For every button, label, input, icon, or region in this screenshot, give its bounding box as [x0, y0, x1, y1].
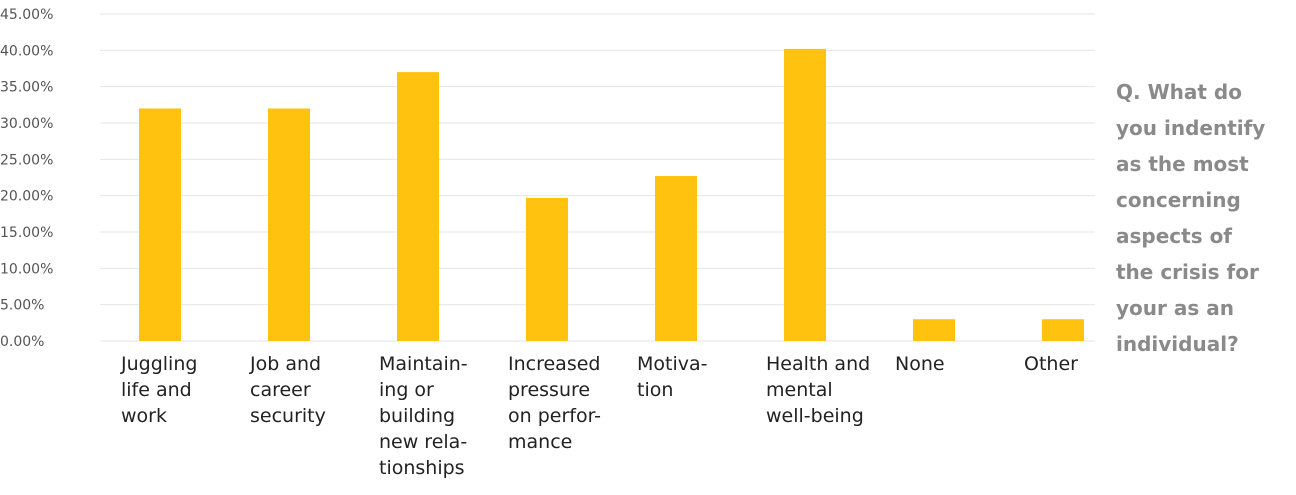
bar — [913, 319, 955, 341]
y-tick-label: 25.00% — [0, 152, 53, 168]
bar — [397, 72, 439, 341]
y-tick-label: 0.00% — [0, 334, 44, 350]
y-tick-label: 30.00% — [0, 116, 53, 132]
y-tick-label: 35.00% — [0, 80, 53, 96]
x-tick-label: Job and career security — [249, 353, 326, 427]
y-tick-label: 10.00% — [0, 261, 53, 277]
x-tick-label: Increased pressure on perfor-mance — [508, 353, 601, 453]
x-tick-label: Maintain-ing or building new rela-tionship… — [379, 353, 468, 479]
bar — [139, 108, 181, 341]
question-text: Q. What do you indentify as the most con… — [1116, 80, 1266, 356]
x-tick-label: None — [895, 353, 945, 375]
x-tick-label: Health and mental well-being — [766, 353, 870, 427]
y-tick-label: 5.00% — [0, 298, 44, 314]
y-tick-label: 45.00% — [0, 7, 53, 23]
bar — [268, 108, 310, 341]
bar — [655, 176, 697, 341]
x-tick-label: Motiva-tion — [637, 353, 708, 401]
bar-chart: 0.00% 5.00% 10.00% 15.00% 20.00% 25.00% 30.00%… — [0, 7, 1095, 479]
bar — [1042, 319, 1084, 341]
y-tick-label: 20.00% — [0, 189, 53, 205]
x-tick-label: Other — [1024, 353, 1078, 375]
y-tick-label: 15.00% — [0, 225, 53, 241]
y-tick-label: 40.00% — [0, 43, 53, 59]
x-tick-label: Juggling life and work — [120, 353, 197, 427]
bar — [526, 197, 568, 341]
bar — [784, 48, 826, 341]
